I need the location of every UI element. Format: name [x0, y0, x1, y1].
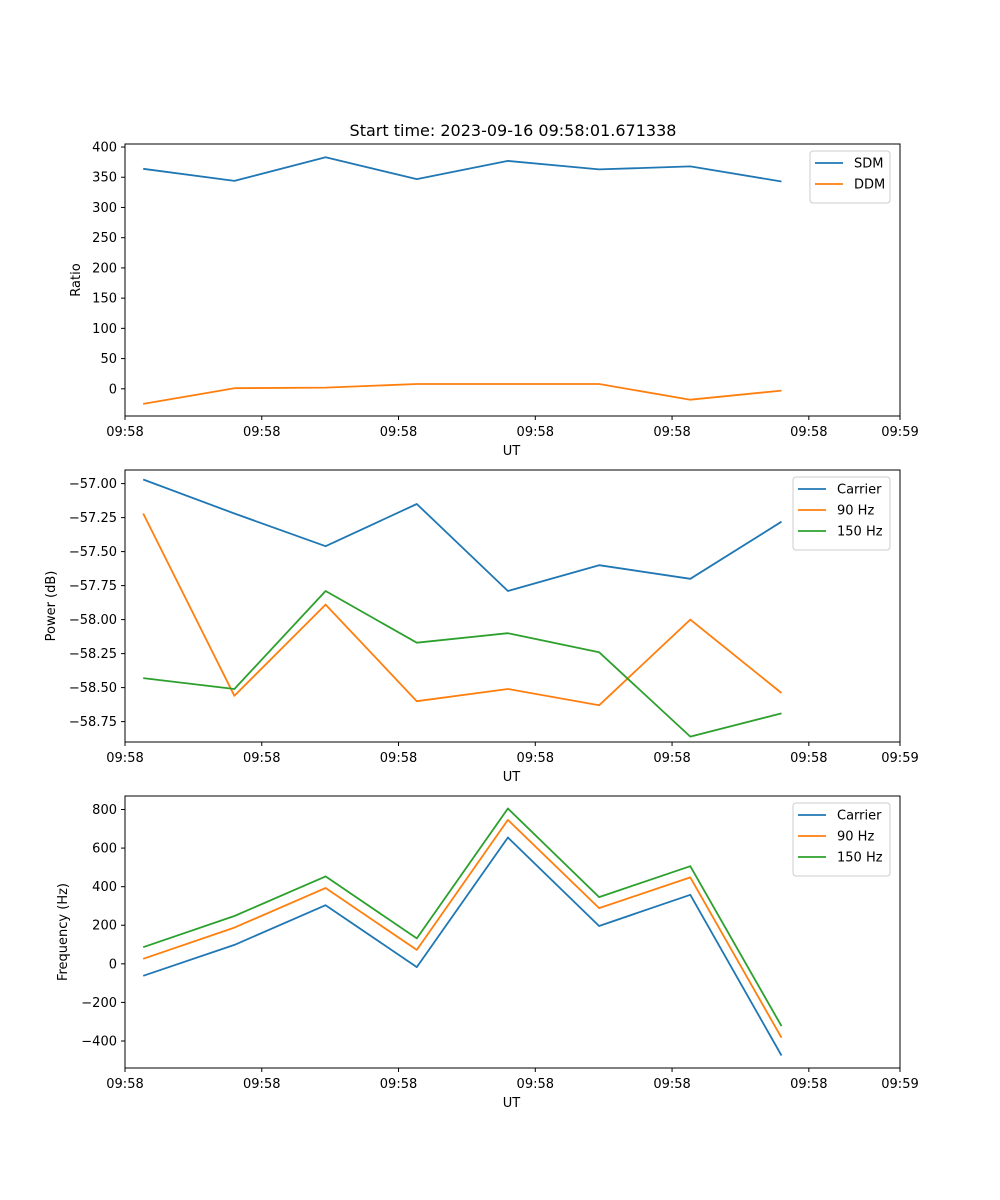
panel-1-x-tick-label: 09:58: [380, 425, 417, 440]
panel-2-y-tick-label: −57.75: [69, 579, 117, 594]
panel-3-x-tick-label: 09:58: [380, 1077, 417, 1092]
panel-1-series-ddm-line: [143, 383, 782, 405]
panel-2-y-tick-label: −57.25: [69, 511, 117, 526]
panel-3-y-axis-label: Frequency (Hz): [56, 883, 71, 981]
panel-2-y-tick-label: −57.00: [69, 477, 117, 492]
panel-3-x-tick-label: 09:58: [653, 1077, 690, 1092]
panel-2-y-tick-label: −58.50: [69, 681, 117, 696]
panel-2-legend: Carrier 90 Hz 150 Hz: [792, 476, 891, 551]
panel-1-x-tick-label: 09:58: [106, 425, 143, 440]
panel-1-x-tick-label: 09:58: [790, 425, 827, 440]
panel-3-legend-label-150-hz: 150 Hz: [837, 851, 883, 866]
panel-2-x-tick-label: 09:58: [243, 751, 280, 766]
panel-3-x-tick-label: 09:58: [790, 1077, 827, 1092]
panel-2-x-tick-label: 09:58: [517, 751, 554, 766]
panel-1-y-tick-label: 400: [92, 141, 117, 156]
panel-3-y-tick-label: 600: [92, 842, 117, 857]
panel-1-y-tick-label: 150: [92, 292, 117, 307]
panel-2-y-tick-label: −57.50: [69, 545, 117, 560]
panel-2-y-axis-label: Power (dB): [44, 571, 59, 642]
panel-3-series-90-hz-line: [142, 819, 783, 1039]
panel-1-y-tick-label: 0: [109, 382, 117, 397]
panel-3-x-tick-label: 09:59: [881, 1077, 918, 1092]
panel-3-x-tick-label: 09:58: [243, 1077, 280, 1092]
panel-2-legend-label-carrier: Carrier: [837, 483, 882, 498]
panel-2-y-tick-label: −58.25: [69, 647, 117, 662]
panel-2-legend-label-150-hz: 150 Hz: [837, 525, 883, 540]
panel-1-y-axis-label: Ratio: [69, 263, 84, 296]
panel-3-y-tick-label: 400: [92, 880, 117, 895]
panel-1-x-tick-label: 09:58: [243, 425, 280, 440]
panel-3-series-carrier-line: [142, 836, 783, 1056]
panel-2-series-90-hz-line: [142, 513, 783, 707]
panel-2-x-tick-label: 09:59: [881, 751, 918, 766]
panel-2-axes-frame: [124, 469, 901, 743]
panel-ratio: 09:58 09:58 09:58 09:58 09:58 09:58 09:59 0 50 10…: [69, 141, 919, 459]
panel-2-y-tick-label: −58.00: [69, 613, 117, 628]
panel-1-y-tick-label: 300: [92, 201, 117, 216]
figure-title: Start time: 2023-09-16 09:58:01.671338: [350, 121, 677, 140]
panel-1-x-tick-label: 09:58: [517, 425, 554, 440]
panel-3-legend: Carrier 90 Hz 150 Hz: [792, 802, 891, 877]
panel-2-x-tick-label: 09:58: [790, 751, 827, 766]
panel-1-series-sdm-line: [143, 156, 782, 183]
panel-2-x-axis-label: UT: [503, 770, 521, 785]
panel-1-legend-box: [809, 150, 891, 204]
panel-2-legend-label-90-hz: 90 Hz: [837, 504, 874, 519]
panel-2-y-tick-label: −58.75: [69, 715, 117, 730]
panel-1-legend: SDM DDM: [809, 150, 891, 204]
panel-3-legend-label-carrier: Carrier: [837, 809, 882, 824]
panel-3-y-tick-label: 800: [92, 803, 117, 818]
panel-1-legend-label-sdm: SDM: [854, 157, 883, 172]
panel-1-y-tick-label: 200: [92, 261, 117, 276]
panel-3-x-tick-label: 09:58: [517, 1077, 554, 1092]
panel-1-axes-frame: [124, 143, 901, 417]
panel-2-x-tick-label: 09:58: [380, 751, 417, 766]
panel-3-y-tick-label: 200: [92, 919, 117, 934]
panel-power: 09:58 09:58 09:58 09:58 09:58 09:58 09:59 −58.7…: [44, 469, 919, 785]
panel-1-legend-label-ddm: DDM: [854, 178, 885, 193]
panel-2-series-carrier-line: [142, 478, 782, 592]
panel-3-y-tick-label: −400: [81, 1034, 117, 1049]
panel-3-y-tick-label: −200: [81, 996, 117, 1011]
panel-2-series-150-hz-line: [143, 590, 782, 738]
panel-3-x-axis-label: UT: [503, 1096, 521, 1111]
panel-3-legend-label-90-hz: 90 Hz: [837, 830, 874, 845]
panel-1-y-tick-label: 50: [100, 352, 117, 367]
panel-1-x-tick-label: 09:59: [881, 425, 918, 440]
panel-3-x-tick-label: 09:58: [106, 1077, 143, 1092]
panel-1-x-axis-label: UT: [503, 444, 521, 459]
panel-1-x-tick-label: 09:58: [653, 425, 690, 440]
panel-1-y-tick-label: 100: [92, 322, 117, 337]
panel-2-x-tick-label: 09:58: [106, 751, 143, 766]
panel-1-y-tick-label: 350: [92, 171, 117, 186]
panel-1-y-tick-label: 250: [92, 231, 117, 246]
panel-3-y-tick-label: 0: [109, 957, 117, 972]
panel-3-axes-frame: [124, 795, 901, 1069]
panel-frequency: 09:58 09:58 09:58 09:58 09:58 09:58 09:59 −400 −…: [56, 795, 919, 1111]
panel-2-x-tick-label: 09:58: [653, 751, 690, 766]
panel-3-series-150-hz-line: [142, 807, 783, 1027]
